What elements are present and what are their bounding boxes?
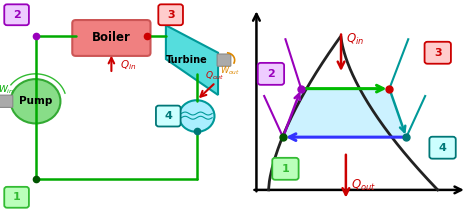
- FancyBboxPatch shape: [429, 137, 456, 159]
- FancyBboxPatch shape: [4, 4, 29, 25]
- Text: $Q_{out}$: $Q_{out}$: [351, 178, 376, 193]
- FancyBboxPatch shape: [425, 42, 451, 64]
- FancyBboxPatch shape: [0, 95, 13, 107]
- Text: Turbine: Turbine: [166, 55, 208, 65]
- Text: $Q_{in}$: $Q_{in}$: [119, 58, 136, 72]
- FancyBboxPatch shape: [158, 4, 183, 25]
- Text: 3: 3: [167, 10, 174, 20]
- Text: 2: 2: [13, 10, 20, 20]
- Text: $Q_{in}$: $Q_{in}$: [346, 32, 364, 47]
- Polygon shape: [283, 89, 406, 137]
- FancyBboxPatch shape: [272, 158, 299, 180]
- FancyBboxPatch shape: [4, 187, 29, 208]
- Circle shape: [179, 100, 215, 132]
- FancyBboxPatch shape: [72, 20, 151, 56]
- Text: 4: 4: [438, 143, 447, 153]
- Text: $W_{in}$: $W_{in}$: [0, 83, 14, 96]
- Text: Boiler: Boiler: [92, 31, 131, 45]
- Circle shape: [10, 79, 61, 123]
- FancyBboxPatch shape: [217, 54, 231, 66]
- Text: 2: 2: [267, 69, 275, 79]
- Text: $Q_{out}$: $Q_{out}$: [205, 69, 224, 82]
- Polygon shape: [166, 25, 218, 95]
- FancyBboxPatch shape: [156, 106, 181, 126]
- Text: 1: 1: [13, 192, 20, 202]
- Text: Pump: Pump: [19, 96, 52, 106]
- Text: 1: 1: [282, 164, 289, 174]
- Text: 4: 4: [164, 111, 172, 121]
- Text: 3: 3: [434, 48, 442, 58]
- Text: $W_{out}$: $W_{out}$: [220, 65, 240, 77]
- FancyBboxPatch shape: [258, 63, 284, 85]
